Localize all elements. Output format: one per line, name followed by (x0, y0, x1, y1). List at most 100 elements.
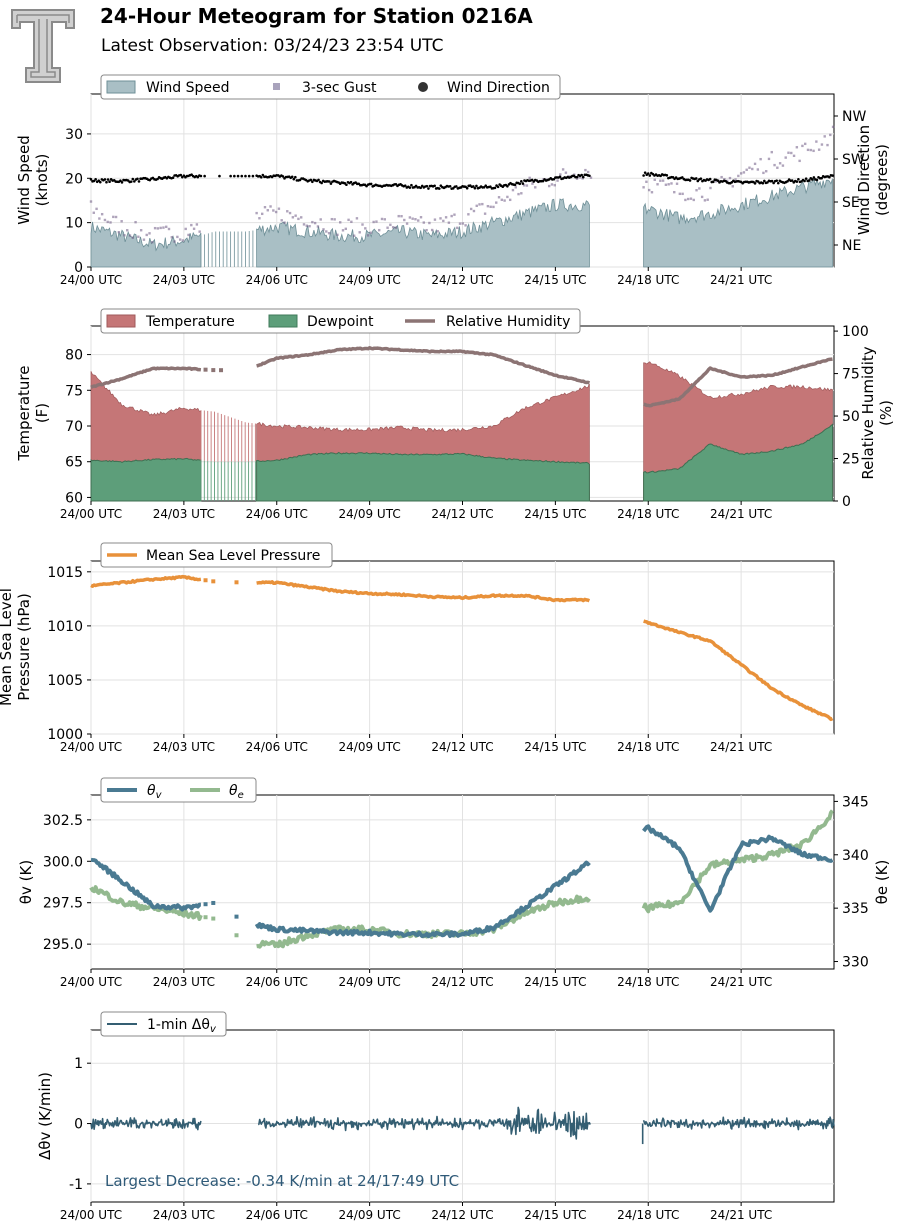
direction-point (448, 184, 452, 188)
x-tick-label: 24/21 UTC (710, 1208, 772, 1222)
legend-label-wind-speed: Wind Speed (146, 80, 230, 96)
direction-point (472, 185, 475, 188)
theta-v-line (254, 860, 591, 939)
gust-point (128, 234, 132, 237)
x-tick-label: 24/00 UTC (60, 507, 122, 521)
gust-point (790, 151, 793, 155)
direction-point (179, 173, 183, 177)
gust-point (581, 177, 584, 180)
x-tick-label: 24/15 UTC (524, 1208, 586, 1222)
gust-point (394, 226, 398, 229)
wind-ylabel-line1: Wind Speed(knots) (15, 135, 51, 225)
legend-label-direction: Wind Direction (447, 80, 550, 96)
gust-point (759, 157, 762, 161)
gust-point (126, 229, 129, 232)
legend-swatch-gust (273, 83, 280, 90)
gust-point (411, 217, 414, 220)
gust-point (165, 225, 168, 229)
gust-point (756, 168, 760, 171)
mslp-sparse-point (203, 578, 208, 583)
y-tick-label: 80 (65, 348, 83, 364)
gust-point (564, 171, 568, 174)
gust-point (178, 238, 182, 241)
y2-tick-label: 100 (842, 324, 869, 340)
gust-point (117, 231, 121, 234)
direction-point (292, 177, 296, 181)
direction-point (259, 176, 263, 179)
theta-y2label: θe (K) (873, 860, 891, 905)
direction-point (240, 174, 244, 178)
direction-point (156, 177, 159, 181)
y2-tick-label: NE (842, 238, 861, 254)
direction-point (770, 179, 774, 183)
gust-point (417, 219, 420, 222)
direction-point (681, 176, 684, 179)
x-tick-label: 24/15 UTC (524, 507, 586, 521)
direction-point (797, 177, 800, 181)
gust-point (739, 172, 743, 175)
direction-point (642, 174, 645, 177)
gust-point (481, 202, 484, 206)
direction-point (558, 175, 562, 179)
gust-point (511, 188, 515, 192)
y-tick-label: 1005 (47, 673, 83, 689)
gust-point (145, 233, 148, 237)
gust-point (291, 216, 295, 219)
direction-point (766, 181, 769, 184)
gust-point (500, 198, 504, 201)
gust-point (673, 190, 676, 194)
y-tick-label: 295.0 (43, 937, 83, 953)
gust-point (486, 204, 490, 208)
gust-point (495, 201, 498, 204)
direction-point (708, 177, 712, 181)
gust-point (159, 226, 162, 230)
y-tick-label: 1015 (47, 565, 83, 581)
gust-point (405, 222, 409, 225)
direction-point (699, 177, 703, 180)
gust-point (297, 217, 300, 221)
mslp-line (256, 580, 591, 603)
gust-point (344, 227, 347, 231)
gust-point (137, 235, 140, 238)
theta-e-sparse-point (203, 915, 208, 920)
direction-point (580, 173, 583, 177)
direction-point (203, 174, 206, 178)
gust-point (829, 133, 832, 137)
theta-ylabel: θv (K) (17, 860, 35, 904)
direction-point (317, 178, 320, 182)
direction-point (433, 184, 436, 188)
gust-point (260, 212, 264, 216)
direction-point (94, 178, 97, 181)
direction-point (419, 186, 423, 190)
direction-point (828, 175, 831, 179)
gust-point (386, 226, 389, 229)
x-tick-label: 24/03 UTC (153, 975, 215, 989)
direction-point (820, 176, 823, 180)
legend-swatch-direction (418, 82, 428, 92)
gust-point (453, 213, 456, 216)
gust-point (422, 221, 426, 224)
dtheta-ylabel: Δθv (K/min) (36, 1072, 54, 1160)
gust-point (645, 180, 648, 183)
gust-point (352, 234, 356, 237)
gust-point (263, 205, 267, 209)
y2-tick-label: 340 (842, 848, 869, 864)
gust-point (650, 191, 654, 194)
direction-point (772, 181, 775, 185)
gust-point (142, 238, 146, 241)
gust-point (497, 196, 501, 199)
gust-point (503, 199, 506, 202)
gust-point (528, 176, 531, 180)
y2-tick-label: 0 (842, 494, 851, 510)
gust-point (153, 226, 157, 230)
y-tick-label: 65 (65, 455, 83, 471)
gust-point (801, 144, 804, 148)
x-tick-label: 24/18 UTC (617, 273, 679, 287)
x-tick-label: 24/03 UTC (153, 740, 215, 754)
y-tick-label: 70 (65, 419, 83, 435)
temp-y2label: Relative Humidity(%) (859, 346, 895, 479)
gust-point (767, 157, 771, 161)
direction-point (588, 174, 591, 178)
direction-point (251, 174, 255, 178)
x-tick-label: 24/12 UTC (431, 1208, 493, 1222)
